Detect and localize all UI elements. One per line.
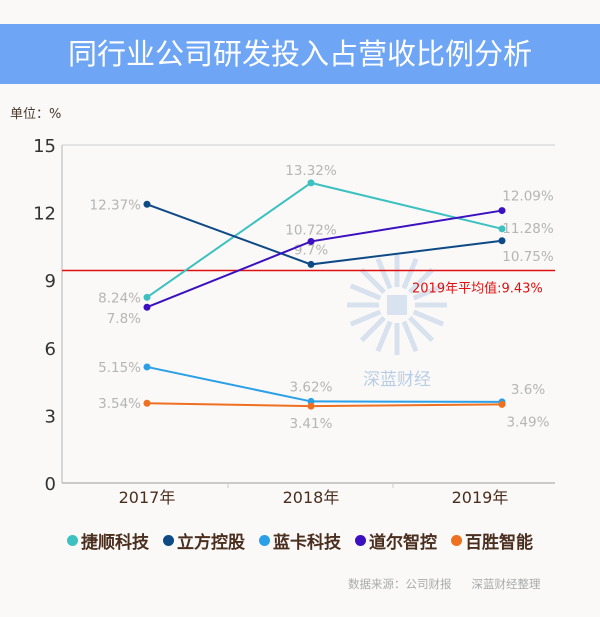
data-label: 12.37% <box>90 197 142 213</box>
data-label: 5.15% <box>98 360 141 376</box>
legend-dot-icon <box>259 535 270 546</box>
chart-title: 同行业公司研发投入占营收比例分析 <box>0 24 600 84</box>
y-tick-label: 6 <box>45 339 56 360</box>
data-point <box>143 363 151 371</box>
legend-label: 百胜智能 <box>465 533 533 553</box>
y-tick-label: 9 <box>45 271 56 292</box>
data-label: 3.62% <box>290 379 333 395</box>
data-point <box>307 237 315 245</box>
data-label: 12.09% <box>502 189 554 205</box>
legend-dot-icon <box>163 535 174 546</box>
data-label: 13.32% <box>285 163 337 179</box>
legend-item: 立方控股 <box>163 528 245 553</box>
data-point <box>498 225 506 233</box>
data-label: 10.72% <box>285 222 337 238</box>
data-label: 10.75% <box>502 249 554 265</box>
data-label: 9.7% <box>294 242 328 258</box>
y-tick-label: 12 <box>33 204 56 225</box>
data-point <box>143 303 151 311</box>
data-point <box>307 179 315 187</box>
legend-dot-icon <box>451 535 462 546</box>
x-tick-label: 2018年 <box>283 488 340 507</box>
legend-item: 蓝卡科技 <box>259 528 341 553</box>
data-label: 8.24% <box>98 290 141 306</box>
x-tick-label: 2017年 <box>119 488 176 507</box>
x-tick-label: 2019年 <box>452 488 509 507</box>
legend-label: 捷顺科技 <box>81 533 149 553</box>
legend-item: 百胜智能 <box>451 528 533 553</box>
average-label: 2019年平均值:9.43% <box>412 281 543 297</box>
compiled-by: 深蓝财经整理 <box>471 577 541 591</box>
unit-label: 单位：% <box>10 107 62 122</box>
data-point <box>143 200 151 208</box>
watermark-text: 深蓝财经 <box>363 370 431 390</box>
legend-dot-icon <box>355 535 366 546</box>
watermark-logo <box>347 255 447 355</box>
legend-label: 蓝卡科技 <box>273 533 341 553</box>
legend-item: 道尔智控 <box>355 528 437 553</box>
legend-label: 道尔智控 <box>369 533 437 553</box>
data-label: 3.6% <box>511 382 545 398</box>
data-point <box>143 293 151 301</box>
data-label: 7.8% <box>107 311 141 327</box>
y-tick-label: 3 <box>45 406 56 427</box>
data-label: 3.49% <box>507 414 550 430</box>
data-point <box>498 400 506 408</box>
y-tick-label: 15 <box>33 136 56 157</box>
data-point <box>498 237 506 245</box>
data-label: 3.41% <box>290 416 333 432</box>
data-point <box>143 399 151 407</box>
series-line <box>146 402 503 408</box>
legend-dot-icon <box>67 535 78 546</box>
legend: 捷顺科技 立方控股 蓝卡科技 道尔智控 百胜智能 <box>0 528 600 553</box>
data-point <box>307 260 315 268</box>
data-point <box>307 402 315 410</box>
legend-item: 捷顺科技 <box>67 528 149 553</box>
data-source: 数据来源：公司财报 <box>348 577 452 591</box>
y-tick-label: 0 <box>45 474 56 495</box>
source-note: 数据来源：公司财报 深蓝财经整理 <box>348 576 561 592</box>
data-label: 11.28% <box>502 221 554 237</box>
data-point <box>498 207 506 215</box>
legend-label: 立方控股 <box>177 533 245 553</box>
data-label: 3.54% <box>98 396 141 412</box>
watermark-square <box>387 295 407 315</box>
